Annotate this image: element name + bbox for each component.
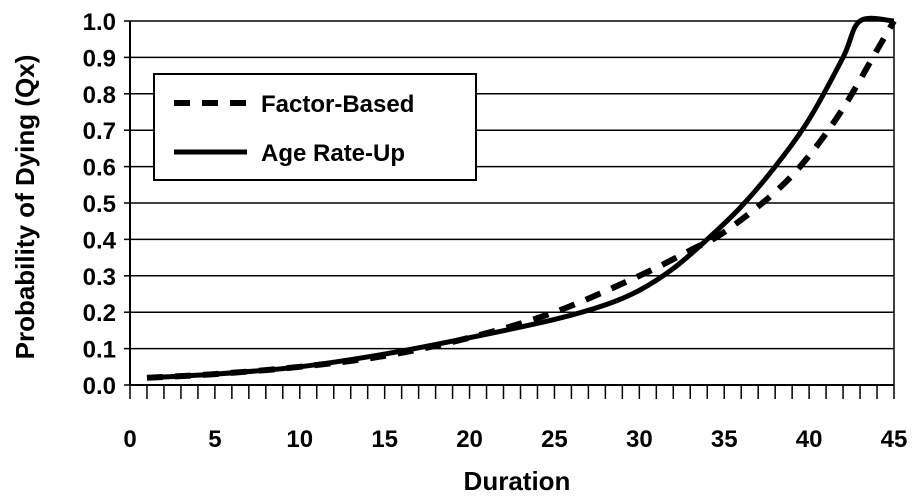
x-tick-label-10: 10 <box>286 426 313 453</box>
x-tick-label-15: 15 <box>371 426 398 453</box>
legend: Factor-Based Age Rate-Up <box>153 73 477 181</box>
y-tick-label-0.6: 0.6 <box>83 155 116 182</box>
y-tick-label-0.1: 0.1 <box>83 337 116 364</box>
x-tick-label-35: 35 <box>711 426 738 453</box>
x-tick-label-25: 25 <box>541 426 568 453</box>
x-tick-label-20: 20 <box>456 426 483 453</box>
y-tick-label-0.8: 0.8 <box>83 82 116 109</box>
y-tick-label-0.7: 0.7 <box>83 118 116 145</box>
x-tick-label-0: 0 <box>123 426 136 453</box>
legend-label-factor-based: Factor-Based <box>261 91 414 118</box>
y-tick-labels: 0.0 0.1 0.2 0.3 0.4 0.5 0.6 0.7 0.8 0.9 1.0 <box>83 9 117 400</box>
x-tick-label-5: 5 <box>208 426 221 453</box>
x-tick-labels: 0 5 10 15 20 25 30 35 40 45 <box>123 426 907 453</box>
legend-label-age-rate-up: Age Rate-Up <box>261 140 405 167</box>
y-tick-label-0.2: 0.2 <box>83 300 116 327</box>
x-tick-label-45: 45 <box>881 426 908 453</box>
y-tick-label-0.9: 0.9 <box>83 45 116 72</box>
x-tick-label-30: 30 <box>626 426 653 453</box>
y-tick-label-0.4: 0.4 <box>83 227 117 254</box>
y-tick-label-0.5: 0.5 <box>83 191 116 218</box>
axes <box>124 20 895 399</box>
x-tick-label-40: 40 <box>796 426 823 453</box>
legend-box <box>153 73 477 181</box>
y-tick-label-0.3: 0.3 <box>83 264 116 291</box>
series-line-age-rate-up <box>146 15 895 381</box>
series-lines <box>146 15 897 381</box>
y-tick-label-0.0: 0.0 <box>83 373 116 400</box>
x-axis-title: Duration <box>464 466 571 496</box>
y-tick-label-1.0: 1.0 <box>83 9 116 36</box>
y-axis-title: Probability of Dying (Qx) <box>10 55 40 360</box>
